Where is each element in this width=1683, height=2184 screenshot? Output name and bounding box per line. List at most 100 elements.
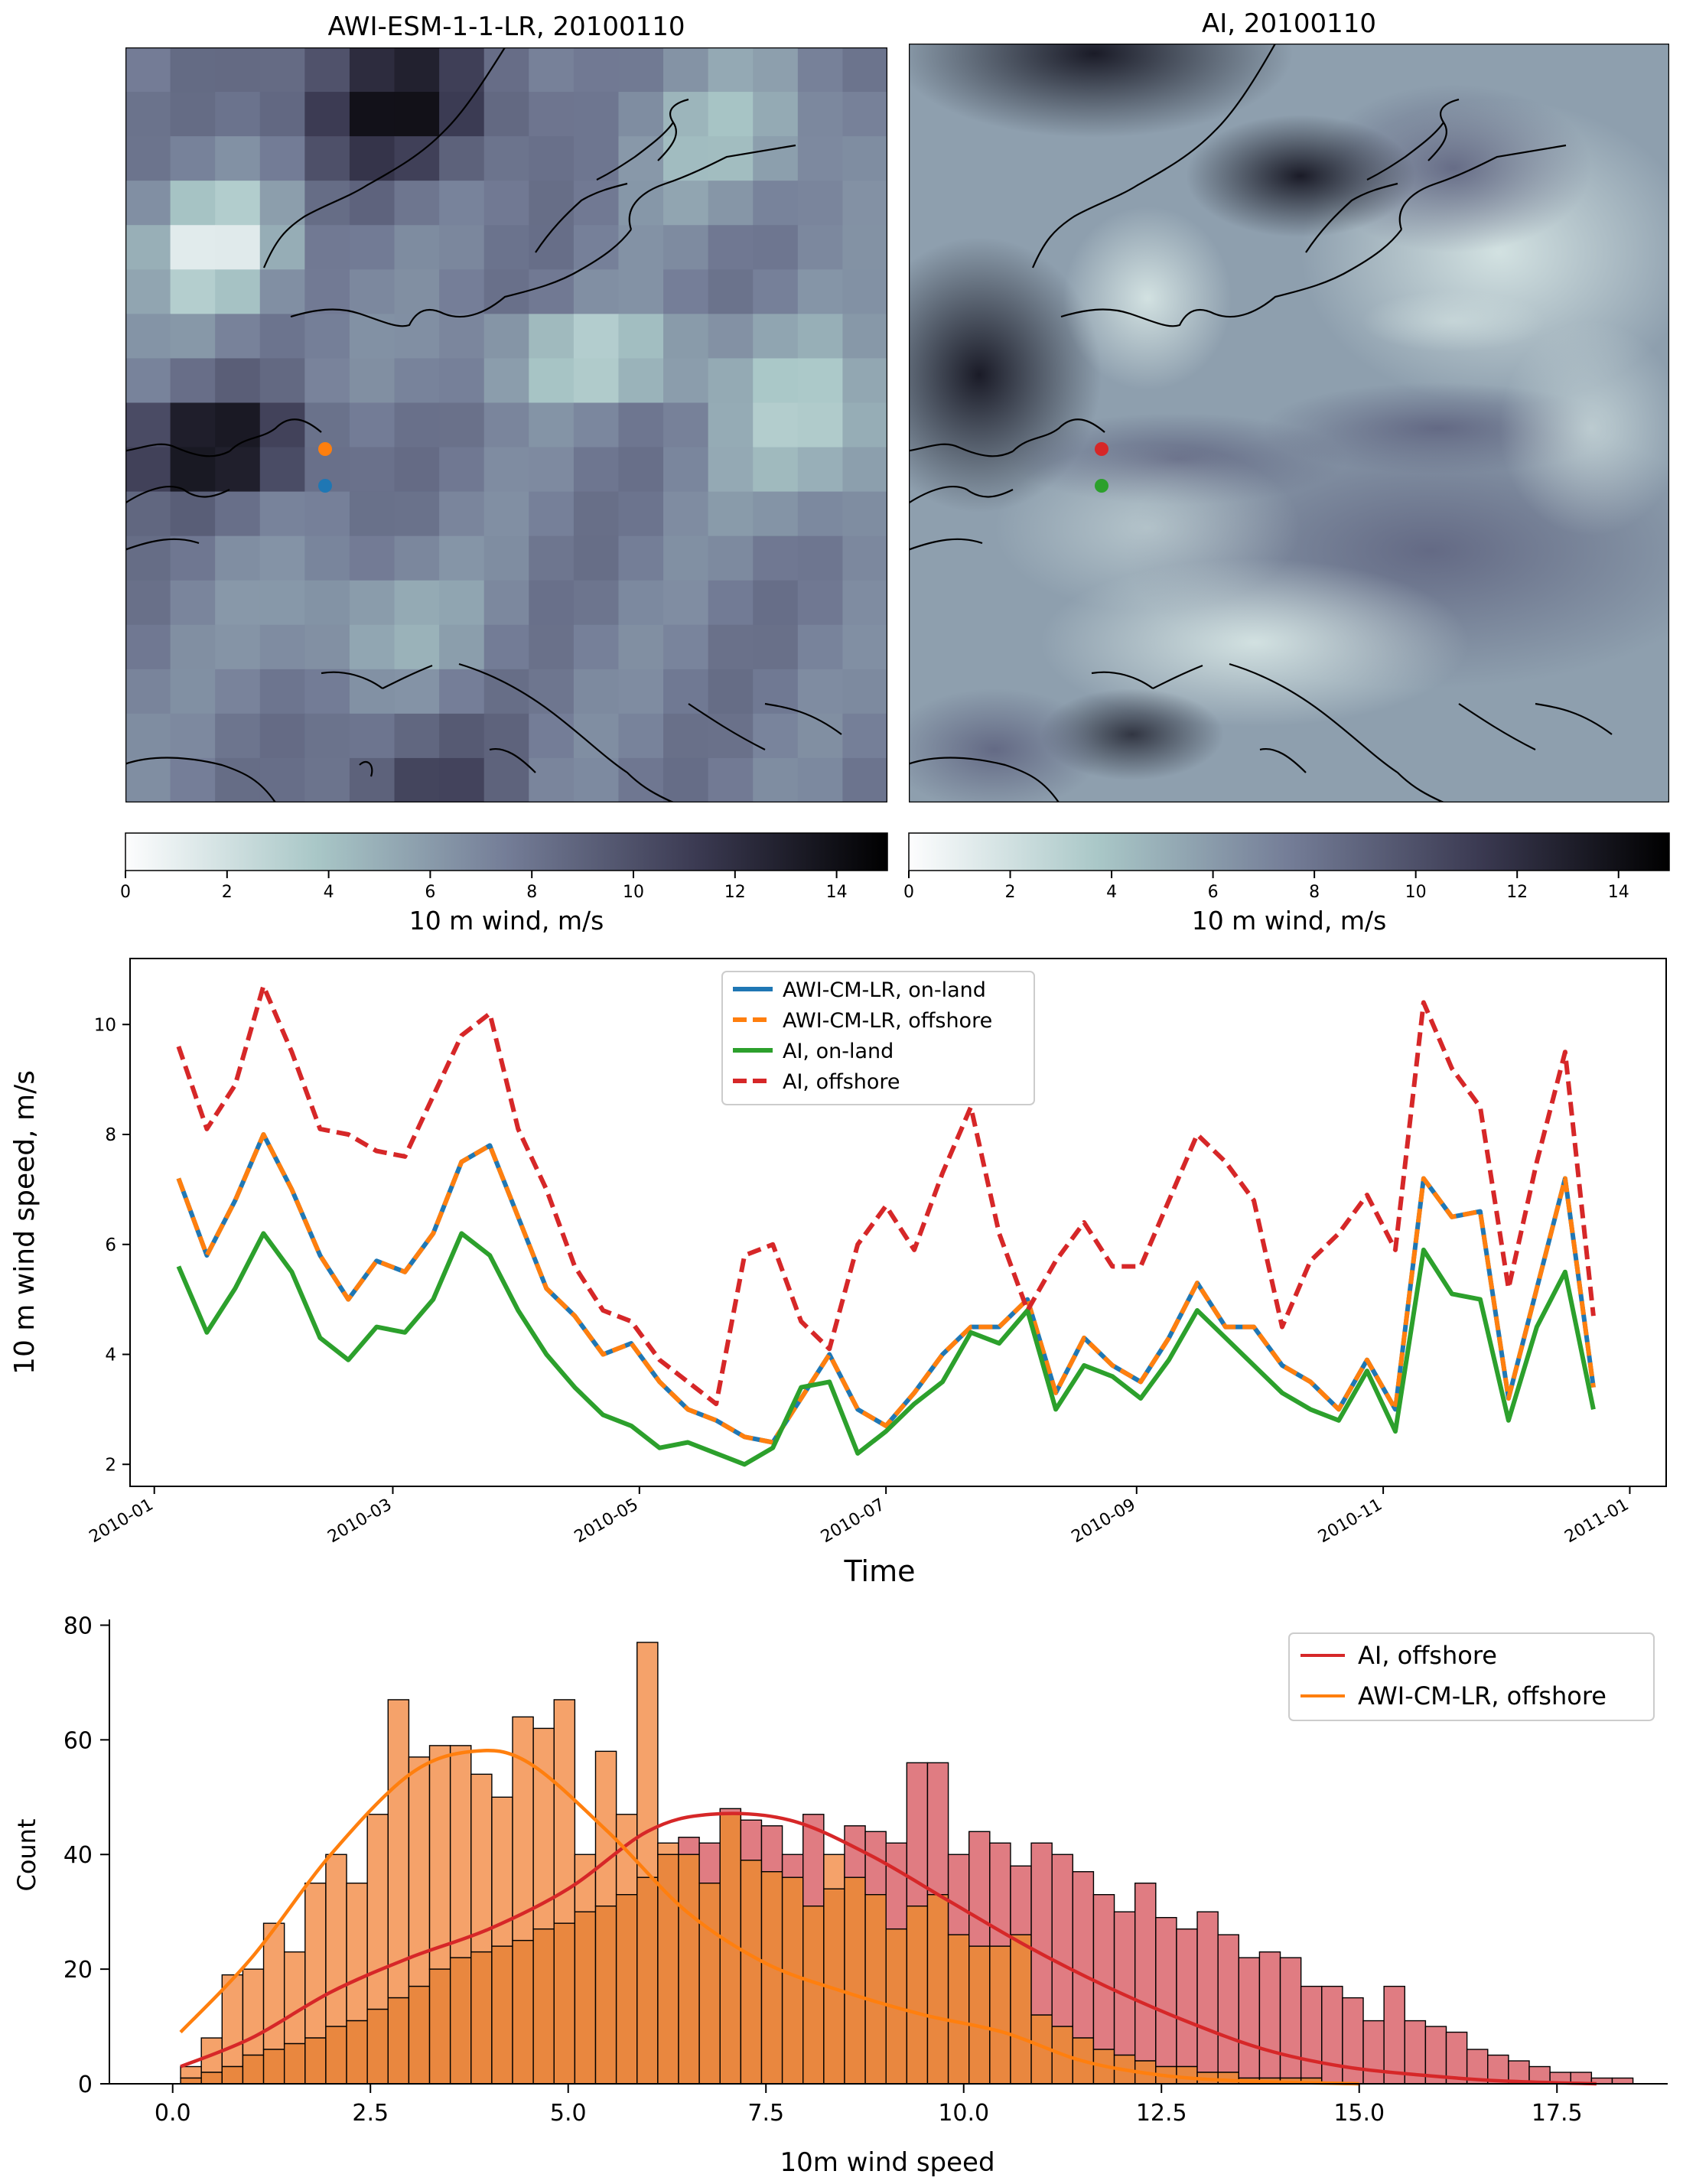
- left-map-offshore-point: [318, 442, 332, 456]
- left-map-cell: [797, 580, 844, 626]
- left-map-cell: [663, 535, 709, 581]
- histogram-bar: [1030, 1842, 1053, 2016]
- left-map-cell: [259, 269, 305, 314]
- left-map-cell: [663, 225, 709, 270]
- histogram-bar: [947, 1934, 970, 2085]
- left-map-cell: [708, 136, 754, 181]
- left-map-cell: [529, 47, 575, 93]
- left-colorbar-label: 10 m wind, m/s: [409, 906, 604, 936]
- left-map-cell: [439, 713, 485, 759]
- left-map-cell: [663, 491, 709, 537]
- histogram-bar: [1010, 1865, 1032, 1935]
- histogram-bar: [1072, 1871, 1095, 2039]
- left-map-cell: [349, 535, 396, 581]
- left-map-cell: [170, 447, 216, 493]
- left-map-cell: [708, 757, 754, 802]
- right-map-onland-point: [1095, 479, 1108, 493]
- histogram-bar: [512, 1939, 534, 2085]
- left-map-cell: [797, 136, 844, 181]
- left-map-cell: [618, 580, 664, 626]
- colorbar-tick-label: 10: [623, 883, 644, 902]
- left-map-cell: [304, 624, 350, 670]
- left-map-cell: [259, 624, 305, 670]
- histogram-bar: [781, 1876, 804, 2085]
- left-map-cell: [349, 757, 396, 802]
- histogram-legend: AI, offshore AWI-CM-LR, offshore: [1288, 1632, 1655, 1721]
- left-coastlines: [125, 47, 842, 802]
- histogram-bar: [221, 2065, 244, 2085]
- left-map-cell: [663, 47, 709, 93]
- left-map-cell: [349, 580, 396, 626]
- left-map-title: AWI-ESM-1-1-LR, 20100110: [327, 11, 685, 42]
- left-map-cell: [394, 181, 440, 226]
- left-map-cell: [573, 669, 620, 714]
- left-map-cell: [439, 181, 485, 226]
- left-map-cell: [304, 181, 350, 226]
- histogram-bar: [1092, 1894, 1115, 2050]
- timeseries-xlabel: Time: [844, 1554, 916, 1588]
- left-map-cell: [170, 269, 216, 314]
- colorbar-tick-label: 2: [222, 883, 233, 902]
- left-map-cell: [259, 757, 305, 802]
- left-map-cell: [349, 402, 396, 448]
- legend-label-ai-onland: AI, on-land: [783, 1040, 894, 1063]
- left-map-cell: [708, 624, 754, 670]
- histogram-bar: [325, 1854, 347, 2027]
- histogram-bar: [304, 1883, 327, 2039]
- left-map-cell: [708, 225, 754, 270]
- histogram-bar: [1300, 1985, 1323, 2079]
- right-colorbar-ticks: 0 2 4 6 8 10 12 14: [903, 871, 1629, 902]
- timeseries-x-ticks: 2010-01 2010-03 2010-05 2010-07 2010-09 2010-…: [86, 1486, 1632, 1548]
- left-map-cell: [125, 713, 171, 759]
- left-map-cell: [529, 447, 575, 493]
- right-coastlines: [909, 44, 1613, 802]
- left-map-cell: [573, 447, 620, 493]
- ts-x-tick-label: 2011-01: [1561, 1496, 1632, 1548]
- histogram-bar: [428, 1968, 451, 2085]
- left-map-cell: [708, 535, 754, 581]
- left-map-cell: [215, 580, 261, 626]
- timeseries-legend: AWI-CM-LR, on-land AWI-CM-LR, offshore A…: [721, 971, 1035, 1105]
- histogram-bar: [657, 1842, 679, 1855]
- ts-y-tick-label: 10: [94, 1015, 116, 1035]
- left-map-cell: [349, 314, 396, 360]
- colorbar-tick-label: 0: [903, 883, 914, 902]
- hist-y-tick-label: 80: [63, 1613, 93, 1639]
- histogram-bar: [180, 2077, 202, 2085]
- left-map-cell: [573, 136, 620, 181]
- left-map-cell: [529, 92, 575, 137]
- left-map-cell: [842, 491, 887, 537]
- left-map-cell: [842, 136, 887, 181]
- histogram-bar: [449, 1745, 472, 1958]
- left-map-cell: [394, 669, 440, 714]
- colorbar-tick-label: 4: [1106, 883, 1117, 902]
- histogram-bar: [1196, 1911, 1219, 2073]
- left-map-cell: [125, 269, 171, 314]
- left-map-cell: [349, 713, 396, 759]
- left-map-cell: [304, 47, 350, 93]
- left-map-cell: [483, 580, 529, 626]
- histogram-bar: [636, 1876, 659, 2085]
- left-map-cell: [170, 402, 216, 448]
- left-map-cell: [842, 314, 887, 360]
- left-map-cell: [708, 47, 754, 93]
- left-map-cell: [439, 624, 485, 670]
- histogram-bar: [740, 1819, 763, 1861]
- left-map-cell: [215, 624, 261, 670]
- left-map-cell: [573, 535, 620, 581]
- left-map-cell: [259, 669, 305, 714]
- left-map-cell: [663, 314, 709, 360]
- left-map-cell: [753, 314, 799, 360]
- histogram-bar: [781, 1854, 804, 1878]
- histogram-bar: [947, 1854, 970, 1935]
- histogram-bar: [885, 1842, 908, 1930]
- left-map-cell: [259, 580, 305, 626]
- ts-x-tick-label: 2010-01: [86, 1496, 157, 1548]
- left-map-cell: [483, 92, 529, 137]
- left-map-cell: [753, 402, 799, 448]
- left-map-cell: [573, 358, 620, 404]
- left-map-cell: [573, 580, 620, 626]
- histogram-bar: [428, 1745, 451, 1970]
- left-map-cell: [125, 181, 171, 226]
